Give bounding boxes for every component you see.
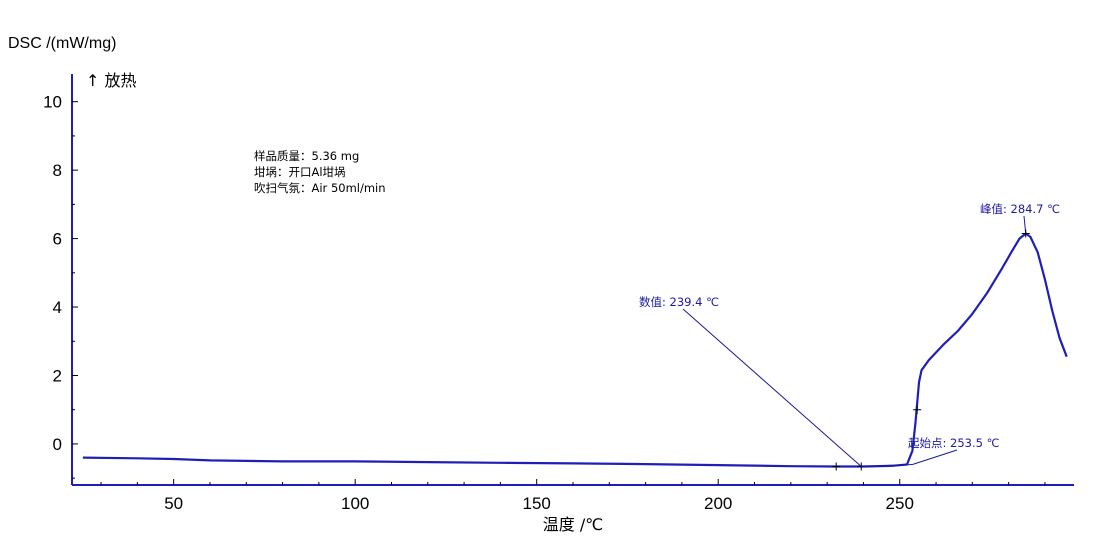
axis-ticks — [72, 101, 1046, 485]
onset-baseline-extension — [861, 463, 913, 468]
x-tick-label: 250 — [886, 494, 914, 513]
sample-info: 样品质量：5.36 mg 坩埚：开口Al坩埚 吹扫气氛：Air 50ml/min — [254, 149, 386, 195]
y-tick-label: 8 — [53, 161, 62, 180]
x-tick-label: 50 — [164, 494, 183, 513]
exo-direction-label: ↑ 放热 — [86, 71, 137, 90]
peak-annotation-marker — [1021, 229, 1030, 238]
x-tick-label: 100 — [341, 494, 369, 513]
value-annotation-marker-secondary — [832, 462, 841, 471]
x-tick-label: 150 — [523, 494, 551, 513]
x-axis-label: 温度 /℃ — [543, 515, 603, 534]
onset-annotation-marker — [913, 405, 922, 414]
y-tick-label: 2 — [53, 366, 62, 385]
peak-annotation-label: 峰值: 284.7 ℃ — [980, 202, 1060, 216]
y-tick-label: 10 — [43, 93, 62, 112]
x-tick-label: 200 — [704, 494, 732, 513]
info-line-purge-gas: 吹扫气氛：Air 50ml/min — [254, 181, 386, 195]
dsc-curve — [82, 232, 1068, 468]
info-line-sample-mass: 样品质量：5.36 mg — [254, 149, 359, 163]
curve-annotations: 数值: 239.4 ℃ 起始点: 253.5 ℃ 峰值: 284.7 ℃ — [639, 202, 1060, 471]
onset-annotation-label: 起始点: 253.5 ℃ — [908, 436, 1000, 450]
y-tick-label: 4 — [53, 298, 62, 317]
value-annotation-leader — [682, 308, 862, 467]
info-line-crucible: 坩埚：开口Al坩埚 — [254, 165, 346, 179]
onset-tangent-line — [912, 449, 958, 465]
y-tick-label: 0 — [53, 435, 62, 454]
y-tick-label: 6 — [53, 230, 62, 249]
value-annotation-label: 数值: 239.4 ℃ — [639, 295, 719, 309]
axis-tick-labels: 0 2 4 6 8 10 50 100 150 200 250 — [43, 93, 914, 513]
y-axis-label: DSC /(mW/mg) — [8, 35, 116, 52]
